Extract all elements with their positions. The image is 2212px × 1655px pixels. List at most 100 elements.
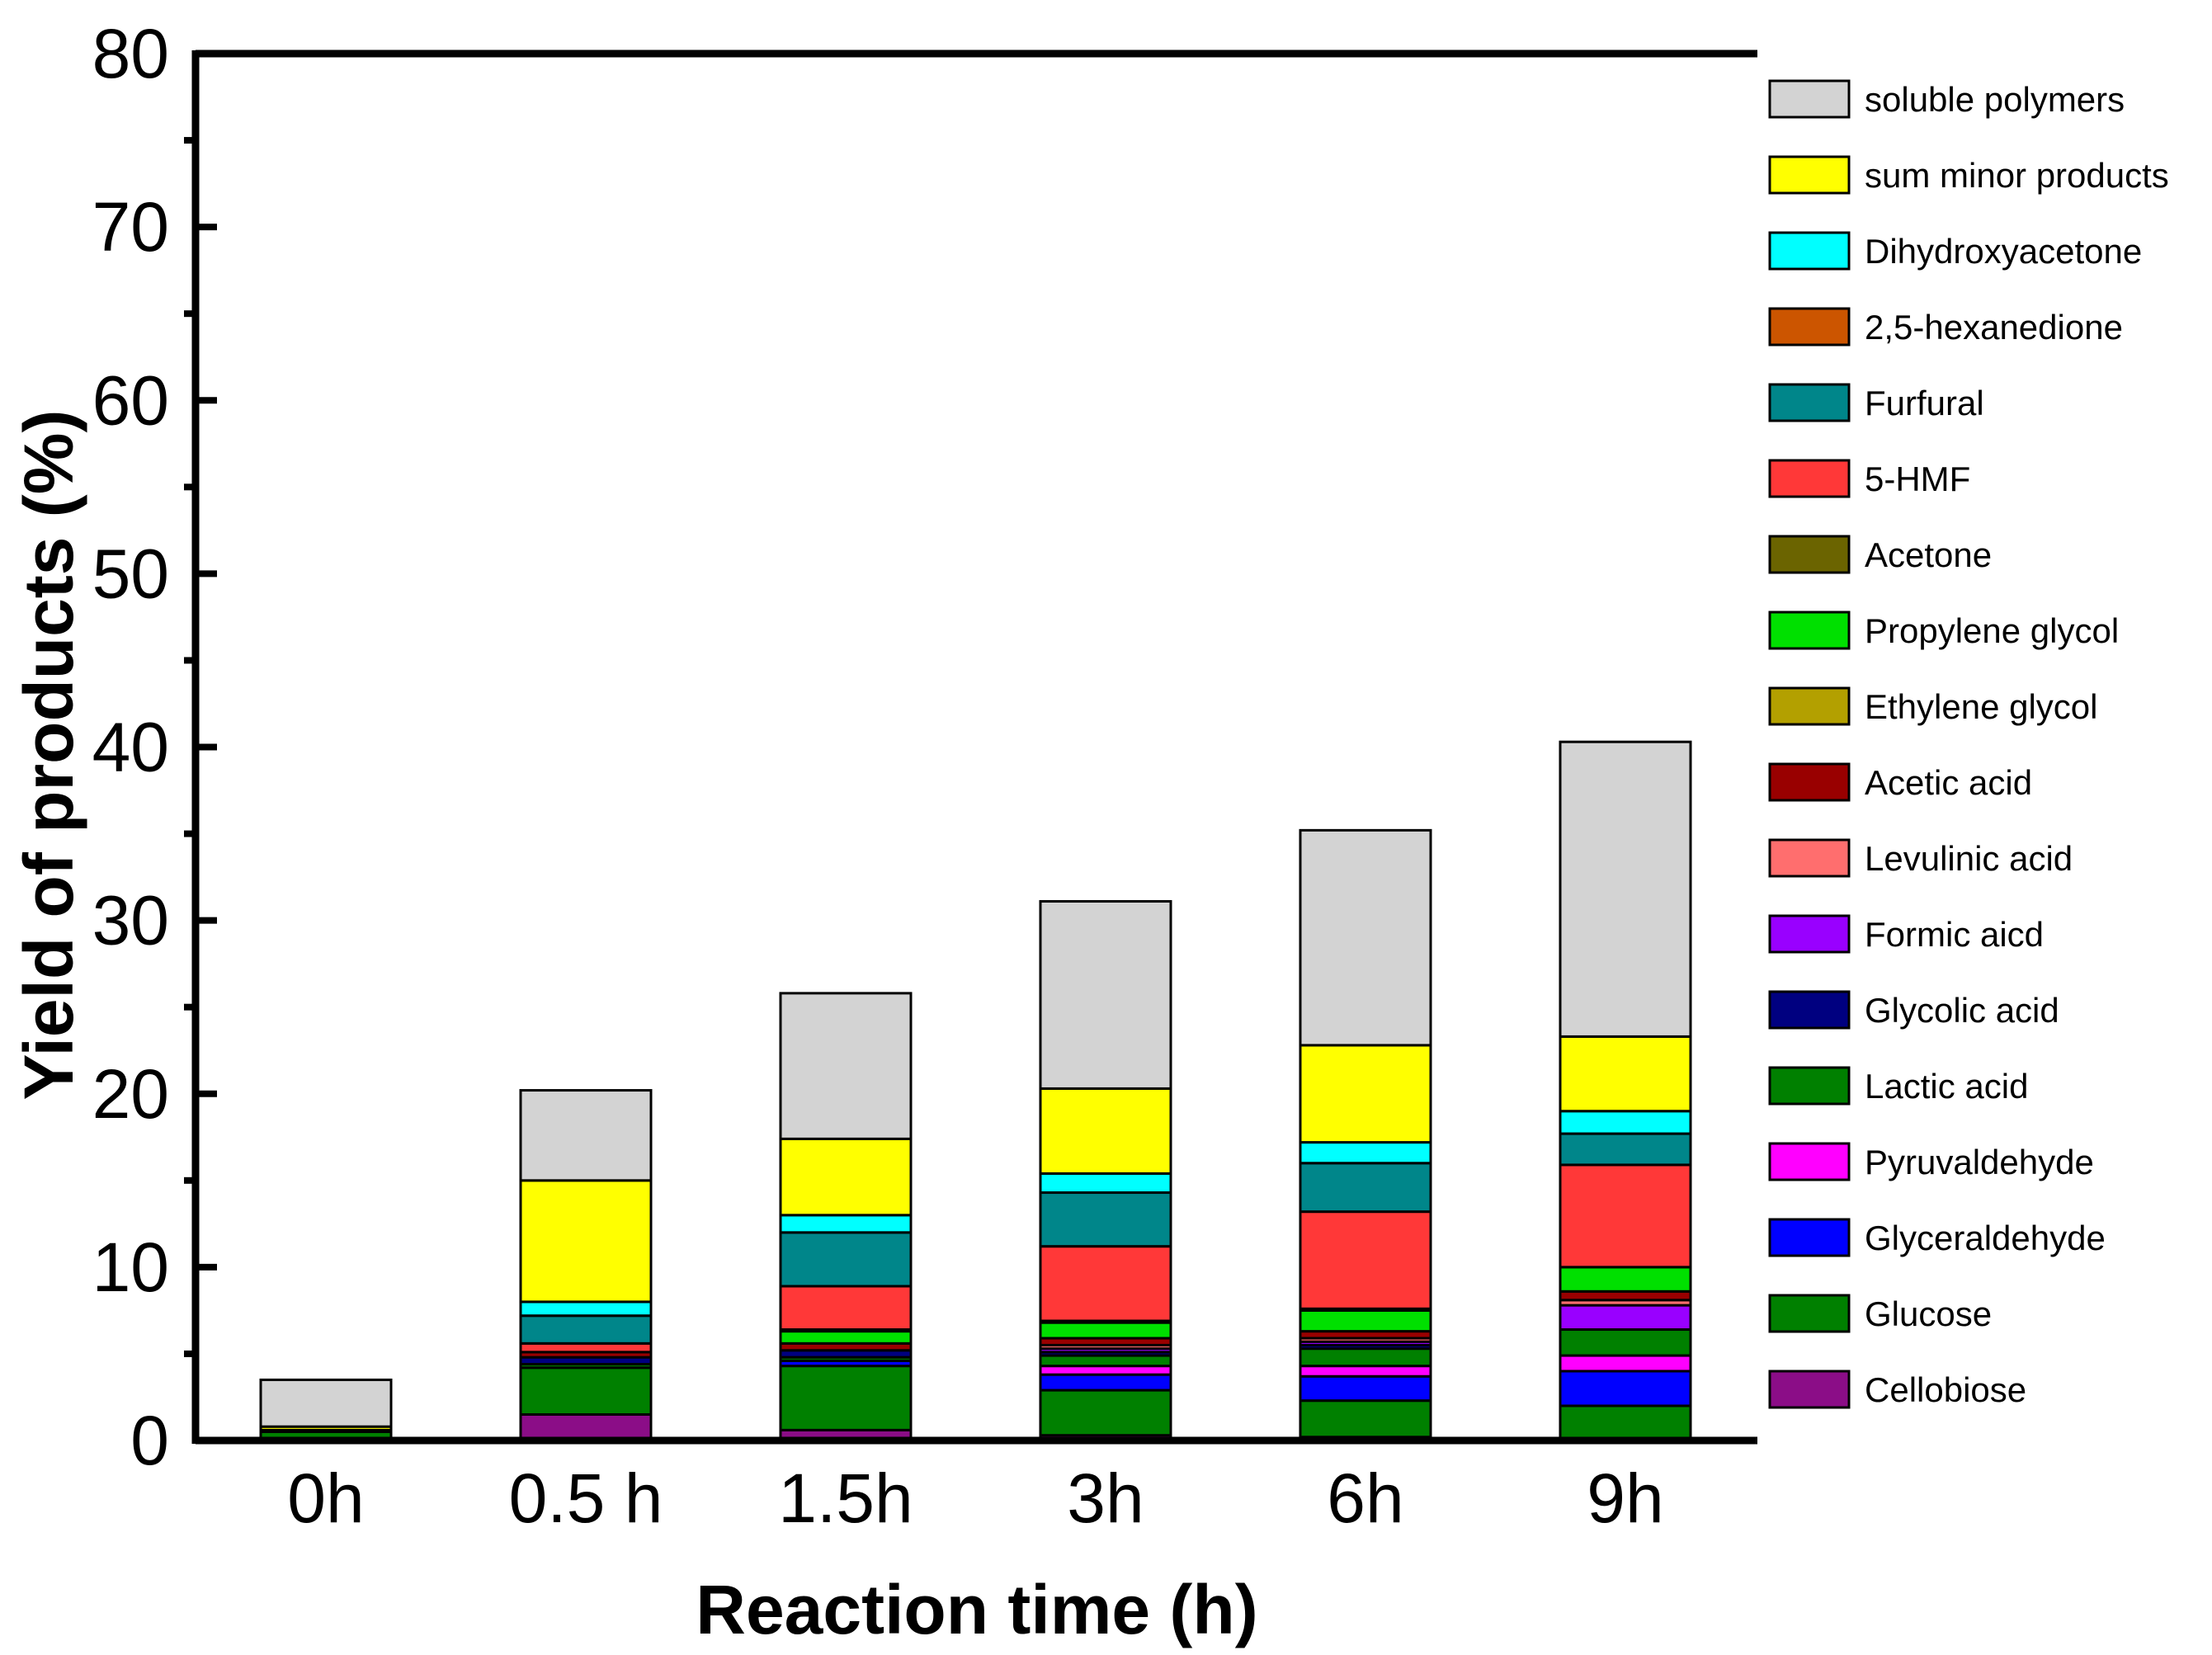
legend-label: Glucose — [1865, 1294, 1992, 1333]
legend-swatch — [1768, 1370, 1851, 1409]
legend-label: 5-HMF — [1865, 460, 1970, 498]
legend-label: Levulinic acid — [1865, 839, 2073, 878]
legend-swatch — [1768, 838, 1851, 878]
bar-segment-glyceraldehyde-3 — [1039, 1373, 1172, 1392]
bar-segment-soluble-polymers-2 — [779, 992, 913, 1140]
legend-label: Ethylene glycol — [1865, 687, 2098, 726]
bar-segment-glucose-1 — [519, 1366, 653, 1416]
bar-segment-soluble-polymers-1 — [519, 1089, 653, 1182]
y-tick-label: 30 — [92, 882, 169, 960]
bar-segment-soluble-polymers-4 — [1299, 828, 1432, 1047]
bar-segment-propylene-glycol-3 — [1039, 1321, 1172, 1340]
legend-label: sum minor products — [1865, 156, 2169, 195]
x-axis-title: Reaction time (h) — [696, 1571, 1257, 1648]
bar-segment-glucose-5 — [1559, 1404, 1692, 1442]
bar-segment-sum-minor-products-3 — [1039, 1087, 1172, 1175]
legend-swatch — [1768, 307, 1851, 347]
y-tick-label: 0 — [130, 1402, 169, 1479]
x-tick-label: 9h — [1587, 1459, 1663, 1537]
bar-segment-sum-minor-products-4 — [1299, 1044, 1432, 1144]
bar-segment-formic-aicd-5 — [1559, 1304, 1692, 1332]
bar-segment-5-hmf-1 — [519, 1341, 653, 1354]
bar-segment-sum-minor-products-1 — [519, 1179, 653, 1304]
bar-segment-lactic-acid-5 — [1559, 1328, 1692, 1357]
bar-segment-soluble-polymers-3 — [1039, 900, 1172, 1090]
y-tick-label: 20 — [92, 1055, 169, 1133]
bar-segment-furfural-4 — [1299, 1162, 1432, 1214]
bar-segment-furfural-2 — [779, 1231, 913, 1288]
y-tick-label: 40 — [92, 709, 169, 786]
legend-swatch — [1768, 1218, 1851, 1257]
legend-label: 2,5-hexanedione — [1865, 308, 2123, 347]
y-tick-label: 50 — [92, 535, 169, 612]
bar-segment-lactic-acid-3 — [1039, 1354, 1172, 1368]
legend-label: Cellobiose — [1865, 1370, 2026, 1409]
legend-swatch — [1768, 383, 1851, 422]
bar-segment-glyceraldehyde-5 — [1559, 1370, 1692, 1407]
legend-label: Propylene glycol — [1865, 611, 2119, 650]
bar-segment-glyceraldehyde-4 — [1299, 1374, 1432, 1403]
y-tick-label: 70 — [92, 188, 169, 266]
legend-swatch — [1768, 686, 1851, 726]
legend-swatch — [1768, 914, 1851, 954]
legend-swatch — [1768, 79, 1851, 119]
bar-segment-5-hmf-3 — [1039, 1245, 1172, 1323]
bar-segment-dihydroxyacetone-1 — [519, 1300, 653, 1318]
x-tick-label: 0h — [287, 1459, 364, 1537]
bar-segment-pyruvaldehyde-5 — [1559, 1354, 1692, 1373]
legend-label: soluble polymers — [1865, 80, 2125, 119]
bar-segment-soluble-polymers-0 — [259, 1378, 393, 1428]
legend: soluble polymers sum minor products Dihydr… — [1768, 79, 2169, 1409]
legend-label: Acetone — [1865, 535, 1992, 574]
bar-segment-soluble-polymers-5 — [1559, 740, 1692, 1038]
legend-label: Pyruvaldehyde — [1865, 1143, 2094, 1181]
bar-segment-acetic-acid-5 — [1559, 1290, 1692, 1302]
bar-segment-glucose-3 — [1039, 1389, 1172, 1437]
bar-segment-lactic-acid-4 — [1299, 1347, 1432, 1368]
bar-segment-sum-minor-products-5 — [1559, 1035, 1692, 1113]
y-axis-title: Yield of products (%) — [10, 410, 87, 1101]
legend-swatch — [1768, 231, 1851, 271]
x-tick-label: 6h — [1327, 1459, 1403, 1537]
bar-segment-sum-minor-products-2 — [779, 1137, 913, 1217]
bar-segment-furfural-5 — [1559, 1132, 1692, 1167]
legend-label: Glyceraldehyde — [1865, 1219, 2106, 1257]
bar-segment-glucose-2 — [779, 1365, 913, 1431]
bar-segment-pyruvaldehyde-3 — [1039, 1365, 1172, 1376]
bar-segment-5-hmf-2 — [779, 1285, 913, 1332]
y-tick-label: 80 — [92, 15, 169, 92]
legend-swatch — [1768, 155, 1851, 195]
bar-segment-propylene-glycol-5 — [1559, 1266, 1692, 1293]
x-tick-label: 0.5 h — [509, 1459, 663, 1537]
legend-label: Lactic acid — [1865, 1067, 2028, 1106]
legend-swatch — [1768, 535, 1851, 574]
legend-swatch — [1768, 1142, 1851, 1181]
legend-label: Formic aicd — [1865, 915, 2044, 954]
bar-segment-dihydroxyacetone-2 — [779, 1214, 913, 1234]
bar-segment-propylene-glycol-4 — [1299, 1308, 1432, 1333]
bar-segment-furfural-1 — [519, 1314, 653, 1345]
bar-segment-glucose-4 — [1299, 1399, 1432, 1439]
legend-label: Dihydroxyacetone — [1865, 232, 2142, 271]
legend-label: Furfural — [1865, 384, 1984, 422]
legend-swatch — [1768, 762, 1851, 802]
bar-segment-furfural-3 — [1039, 1191, 1172, 1248]
bar-segment-cellobiose-1 — [519, 1412, 653, 1442]
bar-segment-dihydroxyacetone-4 — [1299, 1141, 1432, 1165]
y-tick-label: 10 — [92, 1228, 169, 1306]
bar-segment-propylene-glycol-2 — [779, 1330, 913, 1345]
bar-segment-5-hmf-5 — [1559, 1163, 1692, 1269]
legend-label: Acetic acid — [1865, 763, 2032, 802]
legend-swatch — [1768, 1066, 1851, 1106]
bar-segment-pyruvaldehyde-4 — [1299, 1365, 1432, 1378]
axes-layer: 0 10 20 30 40 50 60 70 80 — [92, 15, 1757, 1479]
legend-label: Glycolic acid — [1865, 991, 2059, 1030]
bar-segment-dihydroxyacetone-3 — [1039, 1172, 1172, 1195]
legend-swatch — [1768, 459, 1851, 498]
legend-swatch — [1768, 611, 1851, 650]
x-tick-label: 3h — [1067, 1459, 1144, 1537]
bars-layer: 0h 0.5 h 1.5h 3h 6h 9h — [259, 740, 1692, 1537]
bar-segment-5-hmf-4 — [1299, 1210, 1432, 1310]
legend-swatch — [1768, 990, 1851, 1030]
